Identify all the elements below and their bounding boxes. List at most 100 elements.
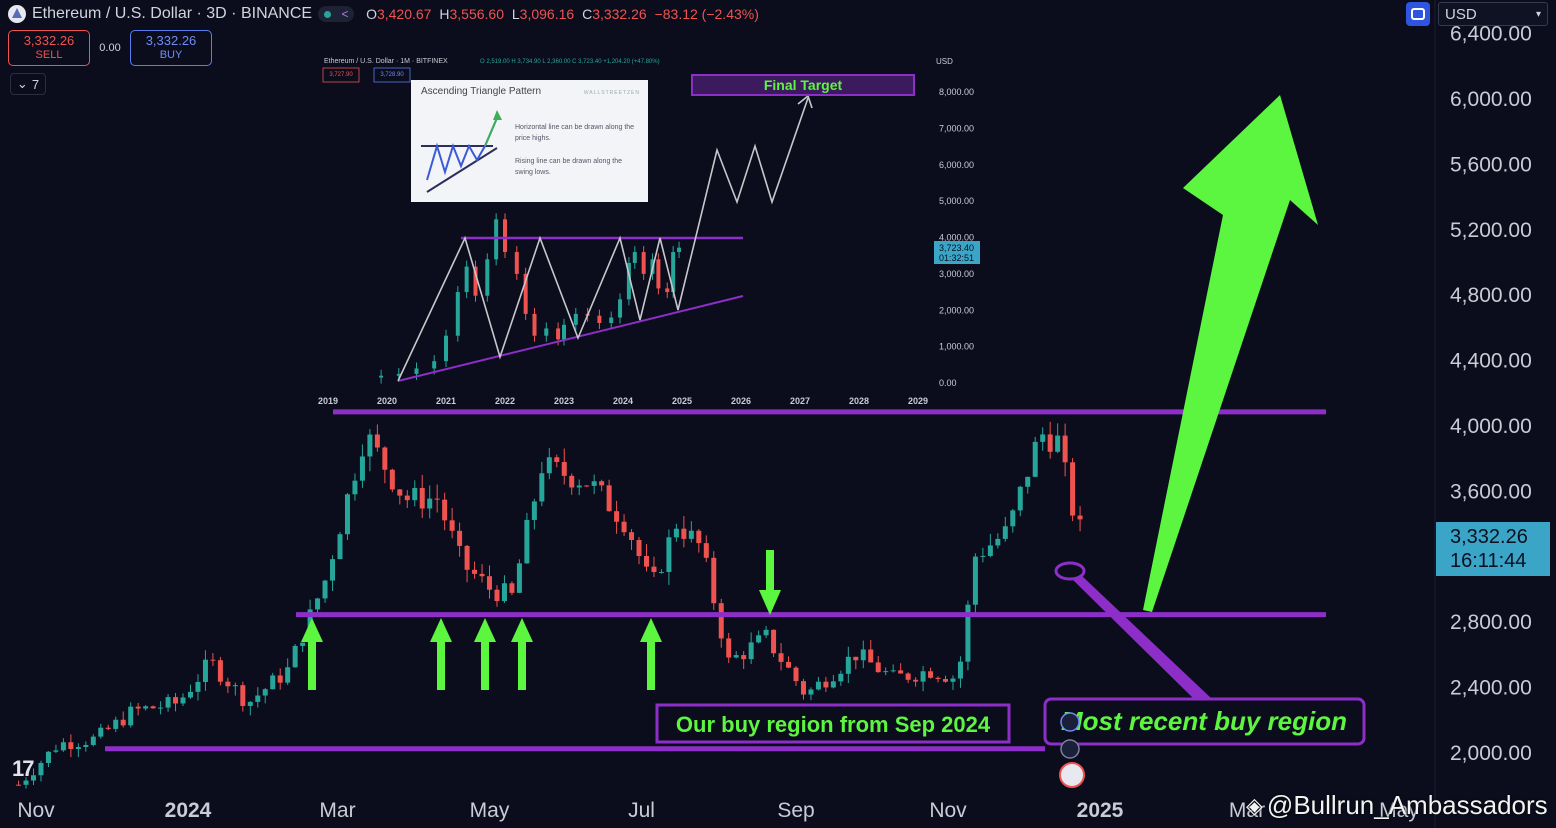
y-tick-label: 2,400.00 (1450, 677, 1532, 700)
y-tick-label: 5,200.00 (1450, 219, 1532, 242)
candle-body (1002, 526, 1008, 539)
inset-y-tick-label: 2,000.00 (939, 305, 974, 315)
candle-body (972, 556, 978, 605)
candle-body (1025, 476, 1031, 487)
small-up-arrow (640, 618, 662, 690)
candle-body (31, 775, 37, 781)
candle-body (995, 538, 1001, 546)
pattern-bullet-horizontal: Horizontal line can be drawn along the p… (515, 124, 635, 142)
inset-y-tick-label: 5,000.00 (939, 196, 974, 206)
close-key: C (582, 6, 593, 22)
candle-body (756, 635, 762, 643)
candle-body (300, 642, 306, 646)
symbol-title[interactable]: Ethereum / U.S. Dollar · 3D · BINANCE (32, 5, 313, 22)
y-tick-label: 6,000.00 (1450, 88, 1532, 111)
candle-body (569, 475, 575, 488)
candle-body (472, 569, 478, 574)
candle-body (352, 480, 358, 495)
buy-label: BUY (159, 49, 183, 61)
candle-body (928, 671, 934, 678)
candle-body (688, 530, 694, 539)
inset-x-tick-label: 2029 (908, 396, 928, 406)
inset-candle-body (656, 259, 661, 289)
candle-body (516, 563, 522, 593)
inset-buy-price: 3,728.90 (380, 72, 404, 78)
inset-y-tick-label: 8,000.00 (939, 87, 974, 97)
final-target-label: Final Target (764, 77, 843, 93)
last-price: 3,332.26 (1450, 526, 1528, 548)
inset-y-tick-label: 7,000.00 (939, 123, 974, 133)
candle-body (337, 534, 343, 560)
small-up-arrow (301, 618, 323, 690)
candle-body (666, 537, 672, 572)
currency-value: USD (1445, 5, 1477, 23)
ascending-triangle-card: Ascending Triangle Pattern WALLSTREETZEN… (411, 80, 648, 202)
inset-y-tick-label: 3,000.00 (939, 269, 974, 279)
recent-buy-region-box (1043, 697, 1366, 746)
candle-body (1062, 435, 1068, 463)
spread-value: 0.00 (99, 42, 121, 54)
time-axis[interactable]: Nov 2024 Mar May Jul Sep Nov 2025 Mar May (17, 799, 1419, 822)
inset-candle-body (556, 328, 561, 340)
small-down-arrow (759, 550, 781, 615)
annotations: Our buy region from Sep 2024 Most recent … (301, 95, 1366, 788)
inset-candle-body (396, 373, 401, 376)
market-status-badge[interactable]: < (318, 6, 355, 22)
candle-body (457, 530, 463, 546)
candle-body (786, 661, 792, 668)
candle-body (658, 571, 664, 573)
inset-last-price-tag (934, 241, 980, 264)
candle-body (636, 539, 642, 556)
inset-last-price: 3,723.40 (939, 243, 974, 253)
candle-body (165, 697, 171, 708)
inset-candle-body (626, 262, 631, 300)
candle-body (868, 649, 874, 663)
candle-body (793, 667, 799, 682)
candle-body (292, 645, 298, 668)
candle-body (322, 580, 328, 599)
candle-body (591, 481, 597, 486)
candle-body (359, 456, 365, 481)
candle-body (173, 697, 179, 704)
inset-monthly-chart: 0.00 1,000.00 2,000.00 3,000.00 4,000.00 5,00… (318, 52, 980, 408)
candle-body (539, 473, 545, 502)
inset-candle-body (485, 259, 490, 296)
candle-body (150, 706, 156, 709)
candle-body (778, 653, 784, 662)
indicators-collapse-button[interactable]: ⌄ 7 (10, 73, 46, 95)
inset-countdown: 01:32:51 (939, 253, 974, 263)
candle-body (980, 555, 986, 557)
inset-candle-body (473, 266, 478, 296)
inset-x-tick-label: 2028 (849, 396, 869, 406)
candle-body (382, 447, 388, 470)
x-tick-label: Nov (17, 799, 55, 822)
inset-currency-label: USD (936, 57, 953, 66)
inset-x-tick-label: 2020 (377, 396, 397, 406)
pattern-card-title: Ascending Triangle Pattern (421, 86, 542, 97)
candle-body (905, 673, 911, 680)
inset-candle-body (523, 273, 528, 314)
currency-select[interactable]: USD ▾ (1438, 2, 1548, 26)
candle-body (442, 499, 448, 521)
candle-body (875, 662, 881, 673)
candle-body (524, 519, 530, 564)
buy-button[interactable]: 3,332.26 BUY (130, 30, 212, 66)
pattern-card-brand: WALLSTREETZEN (583, 90, 640, 96)
share-icon: < (341, 7, 349, 21)
sell-button[interactable]: 3,332.26 SELL (8, 30, 90, 66)
candle-body (629, 532, 635, 540)
candle-body (128, 706, 134, 726)
compare-button[interactable] (1406, 2, 1430, 26)
big-up-arrow (1143, 95, 1318, 612)
inset-candle-body (632, 252, 637, 263)
candle-body (726, 638, 732, 658)
candle-body (606, 485, 612, 512)
candle-body (673, 528, 679, 538)
inset-x-tick-label: 2022 (495, 396, 515, 406)
candle-body (277, 675, 283, 683)
candle-body (247, 701, 253, 706)
inset-sell-button (322, 67, 360, 83)
candle-body (105, 727, 111, 729)
candle-body (771, 629, 777, 654)
